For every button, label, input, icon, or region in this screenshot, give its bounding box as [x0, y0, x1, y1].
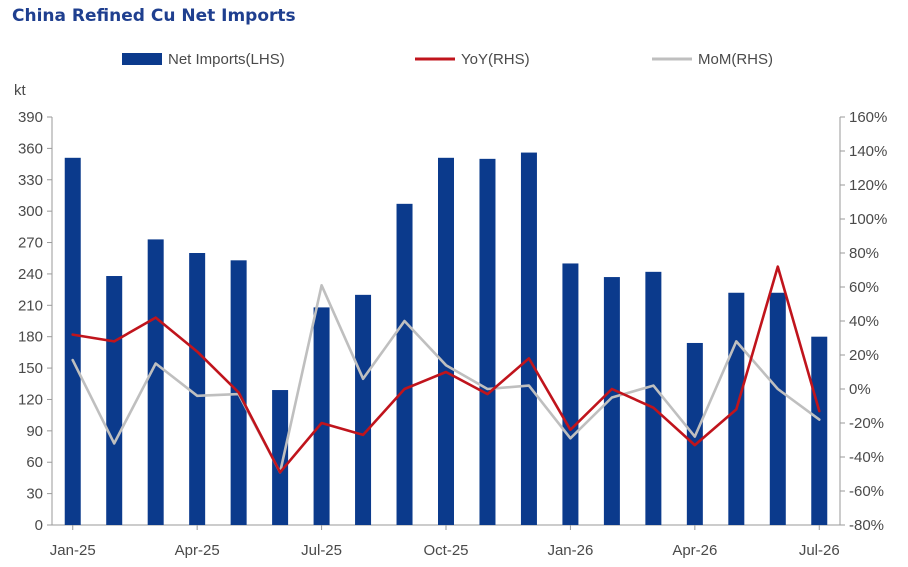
y2-tick-label: 100%	[849, 211, 887, 228]
y-tick-label: 30	[26, 486, 43, 503]
bar	[479, 158, 496, 525]
y2-tick-label: 60%	[849, 279, 879, 296]
y-tick-label: 60	[26, 454, 43, 471]
x-tick-label: Oct-25	[423, 542, 468, 559]
chart-title: China Refined Cu Net Imports	[12, 6, 296, 26]
y2-tick-label: -40%	[849, 449, 884, 466]
bar	[562, 263, 579, 525]
bar	[64, 157, 81, 526]
bar	[811, 336, 828, 525]
y-axis-unit-label: kt	[14, 82, 27, 99]
x-axis: Jan-25 Apr-25 Jul-25 Oct-25 Jan-26 Apr-26 Jul-…	[50, 524, 840, 559]
x-tick-label: Apr-26	[672, 542, 717, 559]
legend-swatch-bar	[122, 53, 162, 65]
x-tick-label: Jul-25	[301, 542, 342, 559]
legend-label: MoM(RHS)	[698, 51, 773, 68]
mom-line	[71, 283, 821, 474]
bar	[769, 292, 786, 525]
right-axis: 160% 140% 120% 100% 80% 60% 40% 20% 0% -20% -40% -6…	[839, 109, 887, 534]
bar-series	[64, 152, 828, 526]
y2-tick-label: -20%	[849, 415, 884, 432]
x-tick-label: Jan-26	[547, 542, 593, 559]
legend-label: YoY(RHS)	[461, 51, 530, 68]
y2-tick-label: -60%	[849, 483, 884, 500]
bar	[106, 276, 123, 525]
y-tick-label: 150	[18, 360, 43, 377]
y2-tick-label: 0%	[849, 381, 871, 398]
y2-tick-label: 140%	[849, 143, 887, 160]
bar	[147, 239, 164, 525]
y-tick-label: 0	[35, 517, 43, 534]
y2-tick-label: 160%	[849, 109, 887, 126]
bar	[645, 271, 662, 525]
bar	[396, 203, 413, 526]
bar	[520, 152, 537, 526]
x-tick-label: Apr-25	[175, 542, 220, 559]
y2-tick-label: 80%	[849, 245, 879, 262]
line-series	[71, 265, 821, 474]
bar	[189, 253, 206, 525]
y-tick-label: 270	[18, 235, 43, 252]
bar	[603, 277, 620, 525]
x-tick-label: Jul-26	[799, 542, 840, 559]
y-tick-label: 210	[18, 297, 43, 314]
y-tick-label: 360	[18, 140, 43, 157]
y2-tick-label: -80%	[849, 517, 884, 534]
y2-tick-label: 40%	[849, 313, 879, 330]
y-tick-label: 180	[18, 329, 43, 346]
bar	[272, 390, 289, 525]
bar	[355, 294, 372, 525]
y-tick-label: 90	[26, 423, 43, 440]
bar	[313, 307, 330, 525]
y-tick-label: 330	[18, 172, 43, 189]
y-tick-label: 300	[18, 203, 43, 220]
legend-label: Net Imports(LHS)	[168, 51, 285, 68]
y2-tick-label: 20%	[849, 347, 879, 364]
x-tick-label: Jan-25	[50, 542, 96, 559]
y-tick-label: 240	[18, 266, 43, 283]
yoy-line	[71, 265, 821, 474]
y2-tick-label: 120%	[849, 177, 887, 194]
y-tick-label: 120	[18, 391, 43, 408]
y-tick-label: 390	[18, 109, 43, 126]
bar	[438, 157, 454, 526]
legend: Net Imports(LHS) YoY(RHS) MoM(RHS)	[122, 51, 773, 68]
